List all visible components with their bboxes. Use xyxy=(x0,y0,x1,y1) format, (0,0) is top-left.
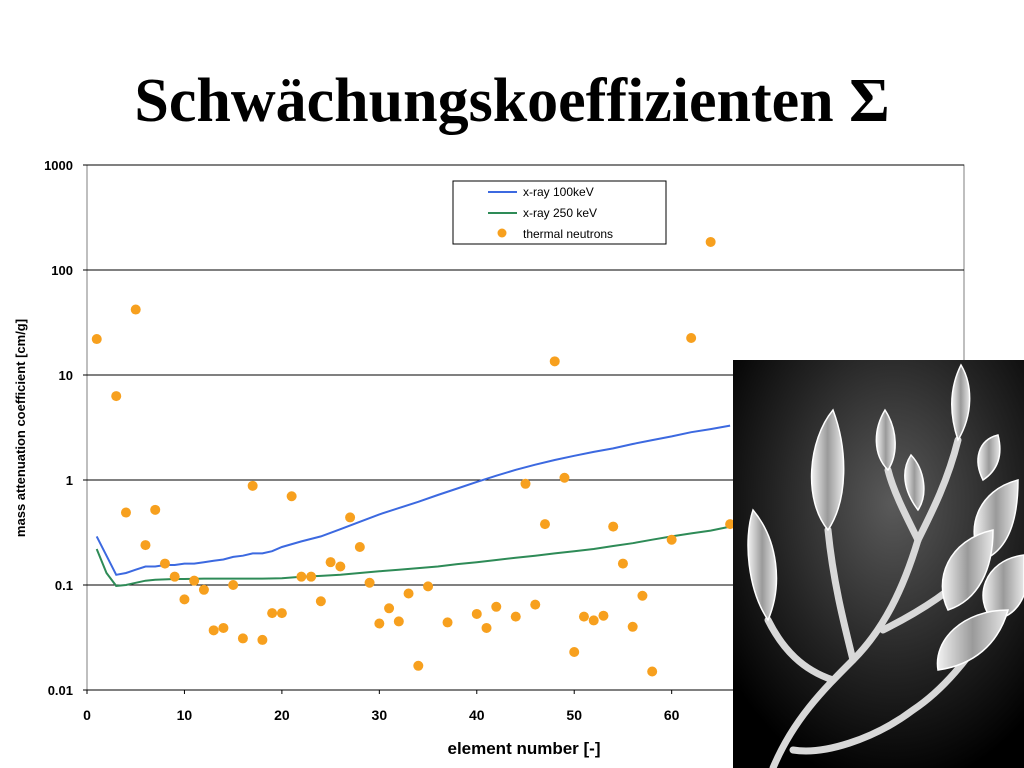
thermal-neutrons-point xyxy=(413,660,424,671)
thermal-neutrons-point xyxy=(315,596,326,607)
x-tick-label: 50 xyxy=(566,707,582,723)
thermal-neutrons-point xyxy=(627,621,638,632)
thermal-neutrons-point xyxy=(208,625,219,636)
thermal-neutrons-point xyxy=(403,588,414,599)
thermal-neutrons-point xyxy=(218,622,229,633)
thermal-neutrons-point xyxy=(588,615,599,626)
thermal-neutrons-point xyxy=(705,236,716,247)
thermal-neutrons-point xyxy=(423,581,434,592)
thermal-neutrons-point xyxy=(725,519,736,530)
thermal-neutrons-point xyxy=(140,540,151,551)
thermal-neutrons-point xyxy=(228,580,239,590)
thermal-neutrons-point xyxy=(442,617,453,628)
x-tick-label: 30 xyxy=(372,707,388,723)
legend-swatch-neutrons xyxy=(497,228,507,238)
thermal-neutrons-point xyxy=(179,594,190,605)
thermal-neutrons-point xyxy=(198,584,209,595)
thermal-neutrons-point xyxy=(686,333,697,344)
thermal-neutrons-point xyxy=(617,558,628,569)
thermal-neutrons-point xyxy=(91,334,102,345)
y-axis-label: mass attenuation coefficient [cm/g] xyxy=(13,319,28,537)
x-tick-label: 20 xyxy=(274,707,290,723)
y-tick-label: 1000 xyxy=(44,158,73,173)
thermal-neutrons-point xyxy=(637,590,648,601)
thermal-neutrons-point xyxy=(247,480,258,491)
thermal-neutrons-point xyxy=(335,561,346,572)
xray-250kev-line xyxy=(95,525,731,587)
thermal-neutrons-point xyxy=(237,633,248,644)
legend-label-xray250: x-ray 250 keV xyxy=(523,206,597,220)
y-tick-label: 0.1 xyxy=(55,578,73,593)
x-tick-label: 60 xyxy=(664,707,680,723)
thermal-neutrons-point xyxy=(325,557,336,568)
y-tick-label: 0.01 xyxy=(48,683,73,698)
thermal-neutrons-point xyxy=(306,571,317,582)
x-tick-label: 0 xyxy=(83,707,91,723)
thermal-neutrons-point xyxy=(530,599,541,610)
x-tick-label: 40 xyxy=(469,707,485,723)
thermal-neutrons-point xyxy=(189,575,200,586)
lily-xray-icon xyxy=(733,360,1024,768)
thermal-neutrons-point xyxy=(150,504,161,515)
thermal-neutrons-point xyxy=(491,601,502,612)
thermal-neutrons-point xyxy=(510,611,521,622)
thermal-neutrons-point xyxy=(276,608,287,619)
thermal-neutrons-point xyxy=(345,512,356,523)
thermal-neutrons-point xyxy=(296,571,307,582)
y-tick-label: 1 xyxy=(66,473,73,488)
thermal-neutrons-point xyxy=(647,666,658,677)
thermal-neutrons-point xyxy=(286,491,297,502)
thermal-neutrons-point xyxy=(481,622,492,633)
legend-label-xray100: x-ray 100keV xyxy=(523,185,594,199)
y-tick-labels: 1000 100 10 1 0.1 0.01 xyxy=(44,158,87,698)
thermal-neutrons-point xyxy=(578,611,589,622)
thermal-neutrons-point xyxy=(267,608,278,619)
y-tick-label: 100 xyxy=(51,263,73,278)
lily-xray-photo xyxy=(733,360,1024,768)
legend-label-neutrons: thermal neutrons xyxy=(523,227,613,241)
slide-title: Schwächungskoeffizienten Σ xyxy=(134,67,890,135)
x-tick-label: 10 xyxy=(177,707,193,723)
thermal-neutrons-point xyxy=(549,356,560,367)
thermal-neutrons-point xyxy=(608,521,619,532)
thermal-neutrons-point xyxy=(569,647,580,658)
thermal-neutrons-point xyxy=(120,507,131,518)
thermal-neutrons-point xyxy=(374,618,385,629)
series-layer xyxy=(91,236,736,677)
thermal-neutrons-point xyxy=(539,519,550,530)
x-axis-label: element number [-] xyxy=(447,739,600,758)
y-tick-label: 10 xyxy=(59,368,73,383)
thermal-neutrons-point xyxy=(393,616,404,627)
thermal-neutrons-point xyxy=(257,634,268,645)
thermal-neutrons-point xyxy=(354,542,365,553)
thermal-neutrons-point xyxy=(520,478,531,489)
legend: x-ray 100keV x-ray 250 keV thermal neutr… xyxy=(452,180,667,245)
thermal-neutrons-point xyxy=(364,577,375,588)
thermal-neutrons-point xyxy=(159,558,170,569)
thermal-neutrons-point xyxy=(169,571,180,582)
thermal-neutrons-point xyxy=(559,472,570,483)
thermal-neutrons-point xyxy=(130,304,141,315)
x-tick-labels: 0 10 20 30 40 50 60 xyxy=(83,690,680,723)
thermal-neutrons-point xyxy=(598,610,609,621)
thermal-neutrons-point xyxy=(666,534,677,545)
thermal-neutrons-point xyxy=(384,603,395,614)
thermal-neutrons-point xyxy=(111,391,122,402)
thermal-neutrons-point xyxy=(471,608,482,619)
